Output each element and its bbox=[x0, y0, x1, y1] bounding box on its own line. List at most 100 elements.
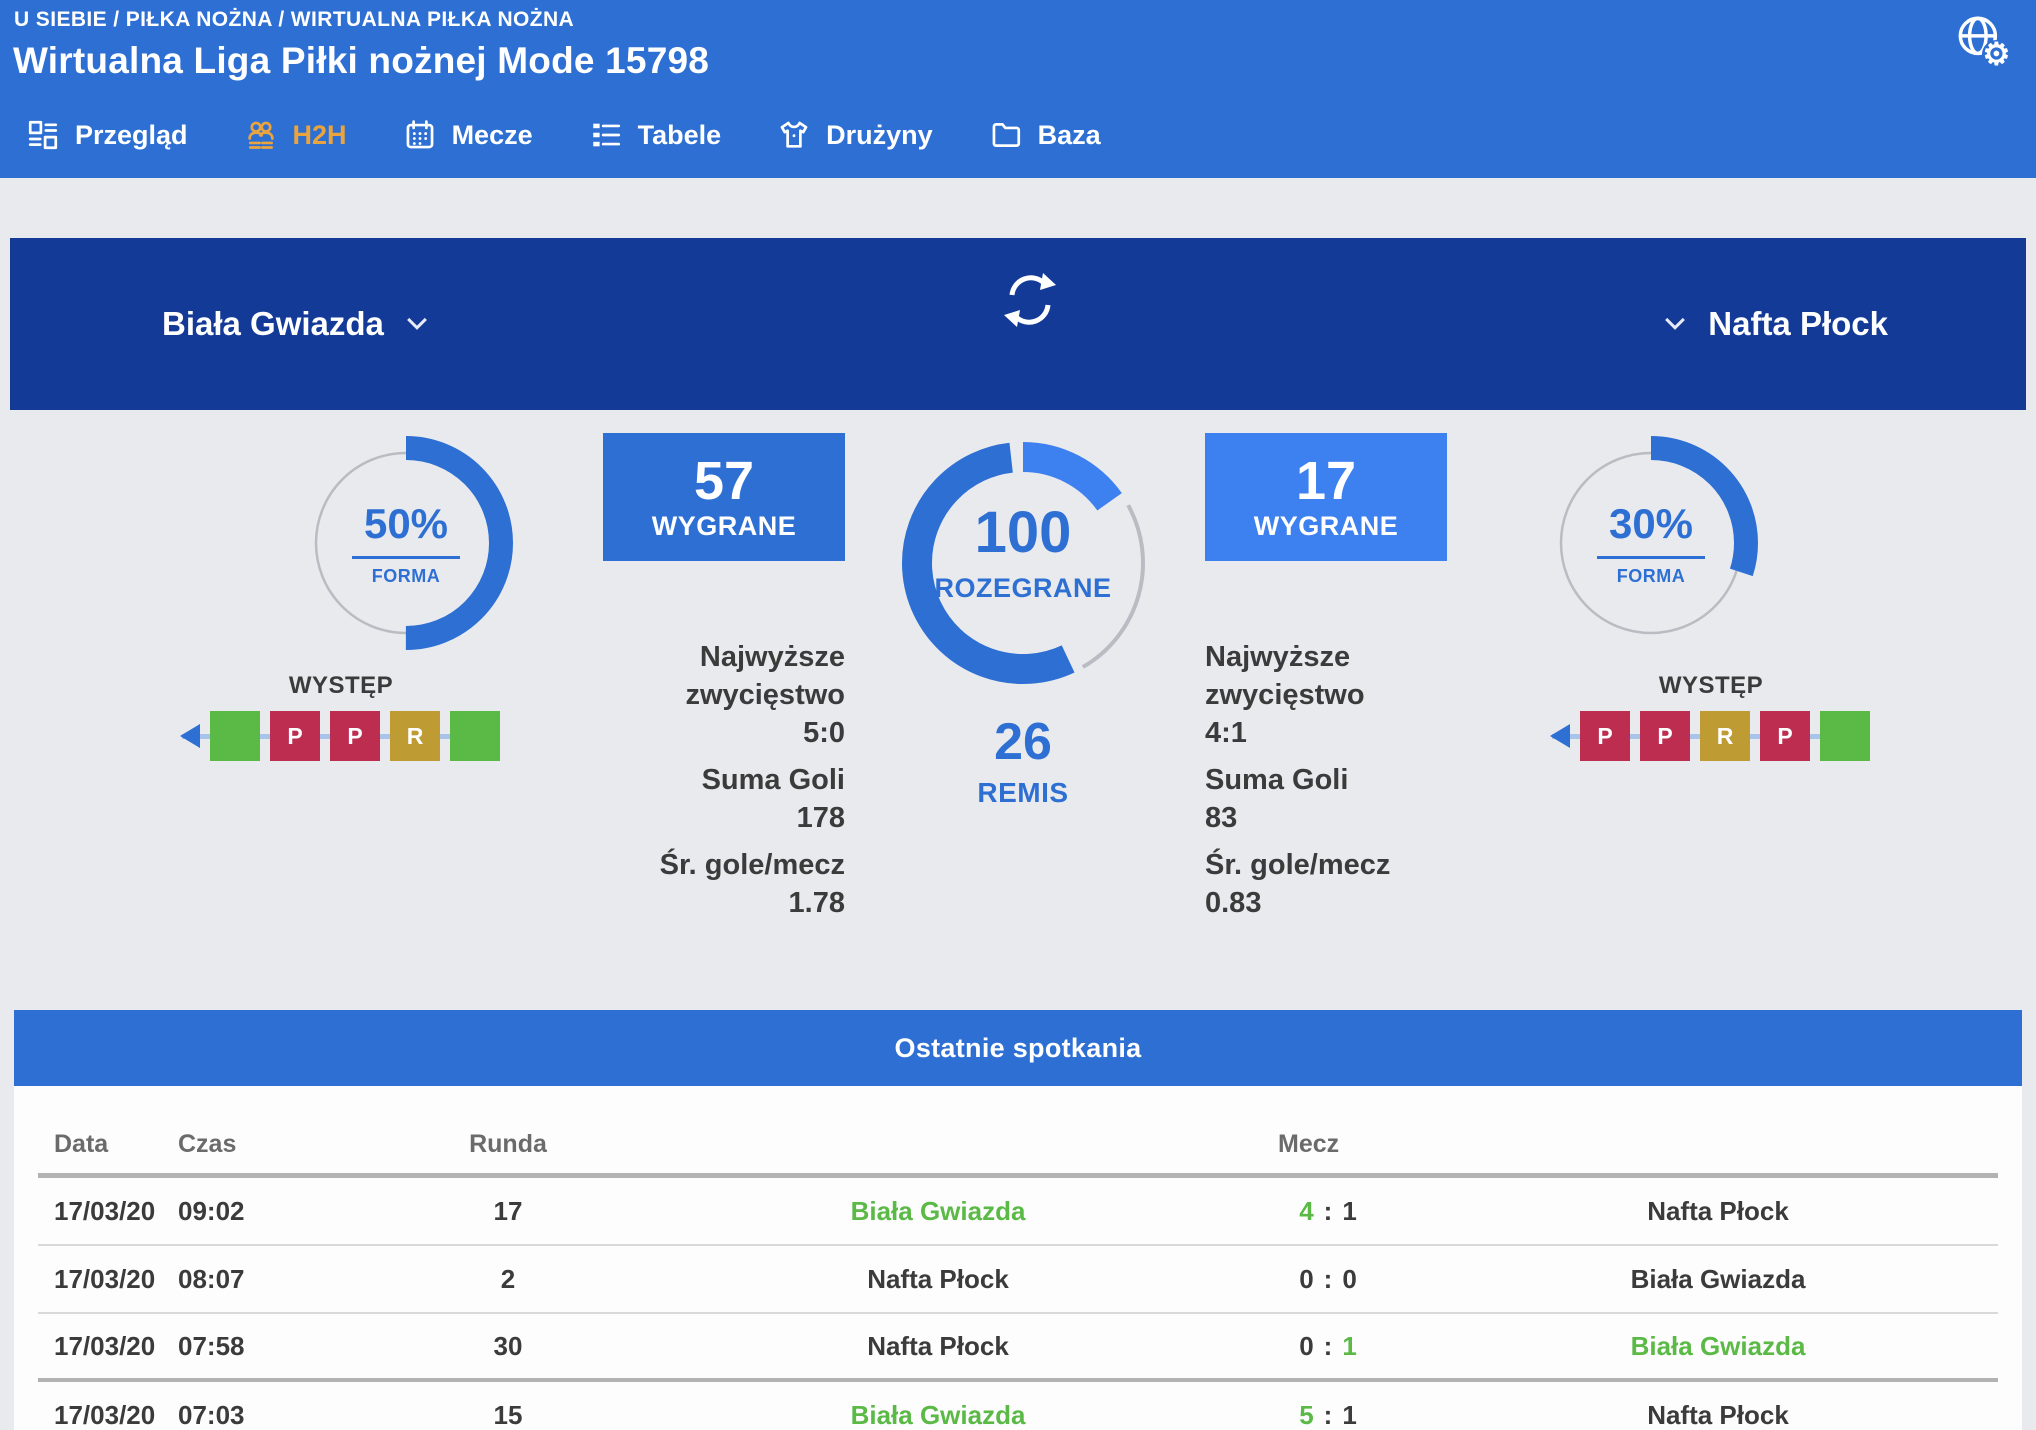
score-cell: 5:1 bbox=[1218, 1400, 1438, 1430]
language-settings-icon[interactable]: ⚙ bbox=[1950, 8, 2016, 74]
home-wins-box: 57 WYGRANE bbox=[603, 433, 845, 561]
score-cell: 4:1 bbox=[1218, 1196, 1438, 1227]
date-cell: 17/03/20 bbox=[54, 1399, 156, 1430]
calendar-icon bbox=[403, 118, 437, 152]
form-square-loss: P bbox=[270, 711, 320, 761]
tab-mecze[interactable]: Mecze bbox=[403, 118, 533, 152]
match-row[interactable]: 17/03/20 07:03 15 Biała Gwiazda 5:1 Naft… bbox=[38, 1382, 1998, 1430]
folder-icon bbox=[989, 118, 1023, 152]
tab-label: Drużyny bbox=[826, 119, 933, 150]
score-separator: : bbox=[1323, 1195, 1333, 1226]
match-row[interactable]: 17/03/20 08:07 2 Nafta Płock 0:0 Biała G… bbox=[38, 1246, 1998, 1314]
home-team-selector[interactable]: Biała Gwiazda bbox=[162, 238, 427, 410]
away-streak-label: WYSTĘP bbox=[1658, 672, 1764, 699]
last-meetings-card: Ostatnie spotkania Data Czas Runda Mecz … bbox=[14, 1010, 2022, 1430]
home-total-goals: 178 bbox=[796, 802, 845, 834]
app-header: U SIEBIE / PIŁKA NOŻNA / WIRTUALNA PIŁKA… bbox=[0, 0, 2036, 178]
round-cell: 30 bbox=[493, 1330, 523, 1361]
score-away: 1 bbox=[1342, 1195, 1357, 1226]
home-total-goals-label: Suma Goli bbox=[701, 764, 845, 796]
home-avg-goals-label: Śr. gole/mecz bbox=[659, 849, 845, 881]
home-stat-lines: Najwyższe zwycięstwo 5:0 Suma Goli 178 Ś… bbox=[565, 638, 845, 931]
tab-tabele[interactable]: Tabele bbox=[589, 118, 722, 152]
match-row[interactable]: 17/03/20 09:02 17 Biała Gwiazda 4:1 Naft… bbox=[38, 1178, 1998, 1246]
round-cell: 15 bbox=[493, 1399, 523, 1430]
table-icon bbox=[589, 118, 623, 152]
home-team-name: Biała Gwiazda bbox=[162, 305, 384, 342]
chevron-down-icon bbox=[1665, 310, 1686, 330]
away-avg-goals: 0.83 bbox=[1205, 887, 1262, 919]
away-team-cell: Biała Gwiazda bbox=[1630, 1263, 1806, 1294]
score-home: 4 bbox=[1299, 1195, 1314, 1226]
home-form-percent: 50% bbox=[363, 499, 449, 547]
away-team-name: Nafta Płock bbox=[1708, 305, 1888, 342]
form-square-loss: P bbox=[330, 711, 380, 761]
away-form-gauge: 30% FORMA bbox=[1541, 433, 1761, 653]
home-wins-label: WYGRANE bbox=[651, 510, 797, 541]
home-form-label: FORMA bbox=[371, 565, 441, 586]
time-cell: 08:07 bbox=[178, 1263, 245, 1294]
date-cell: 17/03/20 bbox=[54, 1195, 156, 1226]
jersey-icon bbox=[777, 118, 811, 152]
col-round: Runda bbox=[469, 1130, 547, 1158]
form-square-draw: R bbox=[390, 711, 440, 761]
home-avg-goals: 1.78 bbox=[788, 887, 845, 919]
date-cell: 17/03/20 bbox=[54, 1330, 156, 1361]
score-cell: 0:0 bbox=[1218, 1264, 1438, 1295]
col-match: Mecz bbox=[1278, 1130, 1340, 1158]
score-home: 0 bbox=[1299, 1330, 1314, 1361]
form-square-loss: P bbox=[1640, 711, 1690, 761]
draws-count: 26 bbox=[994, 713, 1052, 771]
round-cell: 2 bbox=[500, 1263, 516, 1294]
refresh-icon[interactable] bbox=[998, 268, 1062, 332]
col-time: Czas bbox=[178, 1130, 237, 1158]
draws-block: 26 REMIS bbox=[893, 715, 1153, 809]
away-avg-goals-label: Śr. gole/mecz bbox=[1205, 849, 1391, 881]
arrow-left-icon bbox=[180, 724, 200, 748]
team-select-bar: Biała Gwiazda Nafta Płock bbox=[10, 238, 2026, 410]
form-square-loss: P bbox=[1580, 711, 1630, 761]
tab-druzyny[interactable]: Drużyny bbox=[777, 118, 933, 152]
table-header-row: Data Czas Runda Mecz bbox=[38, 1086, 1998, 1178]
timeline-line bbox=[1552, 734, 1846, 739]
h2h-stats: 50% FORMA 57 WYGRANE 100 ROZEGRANE 17 bbox=[0, 410, 2036, 1010]
home-team-cell: Nafta Płock bbox=[867, 1330, 1009, 1361]
round-cell: 17 bbox=[493, 1195, 523, 1226]
away-team-selector[interactable]: Nafta Płock bbox=[1665, 238, 1888, 410]
breadcrumb[interactable]: U SIEBIE / PIŁKA NOŻNA / WIRTUALNA PIŁKA… bbox=[14, 8, 575, 31]
tab-h2h[interactable]: H2H bbox=[244, 118, 347, 152]
away-team-cell: Nafta Płock bbox=[1647, 1399, 1789, 1430]
form-square-win: Z bbox=[450, 711, 500, 761]
score-home: 0 bbox=[1299, 1263, 1314, 1294]
tab-label: Tabele bbox=[637, 119, 722, 150]
match-row[interactable]: 17/03/20 07:58 30 Nafta Płock 0:1 Biała … bbox=[38, 1314, 1998, 1382]
home-team-cell: Biała Gwiazda bbox=[850, 1399, 1026, 1430]
svg-text:⚙: ⚙ bbox=[1983, 37, 2011, 72]
away-form-label: FORMA bbox=[1616, 565, 1686, 586]
home-wins: 57 bbox=[693, 450, 755, 511]
time-cell: 07:58 bbox=[178, 1330, 245, 1361]
table-title: Ostatnie spotkania bbox=[14, 1010, 2022, 1086]
draws-label: REMIS bbox=[977, 777, 1069, 808]
home-highest-win-label: Najwyższe zwycięstwo bbox=[685, 641, 845, 711]
chevron-down-icon bbox=[407, 310, 427, 330]
away-highest-win-label: Najwyższe zwycięstwo bbox=[1205, 641, 1365, 711]
tab-przeglad[interactable]: Przegląd bbox=[26, 118, 188, 152]
time-cell: 09:02 bbox=[178, 1195, 245, 1226]
away-stat-lines: Najwyższe zwycięstwo 4:1 Suma Goli 83 Śr… bbox=[1205, 638, 1485, 931]
form-square-draw: R bbox=[1700, 711, 1750, 761]
dashboard-icon bbox=[26, 118, 60, 152]
timeline-line bbox=[182, 734, 476, 739]
arrow-left-icon bbox=[1550, 724, 1570, 748]
score-away: 0 bbox=[1342, 1263, 1357, 1294]
time-cell: 07:03 bbox=[178, 1399, 245, 1430]
tab-label: Przegląd bbox=[75, 119, 188, 150]
form-square-win: Z bbox=[1820, 711, 1870, 761]
score-home: 5 bbox=[1299, 1399, 1314, 1430]
away-team-cell: Biała Gwiazda bbox=[1630, 1330, 1806, 1361]
tab-baza[interactable]: Baza bbox=[989, 118, 1101, 152]
